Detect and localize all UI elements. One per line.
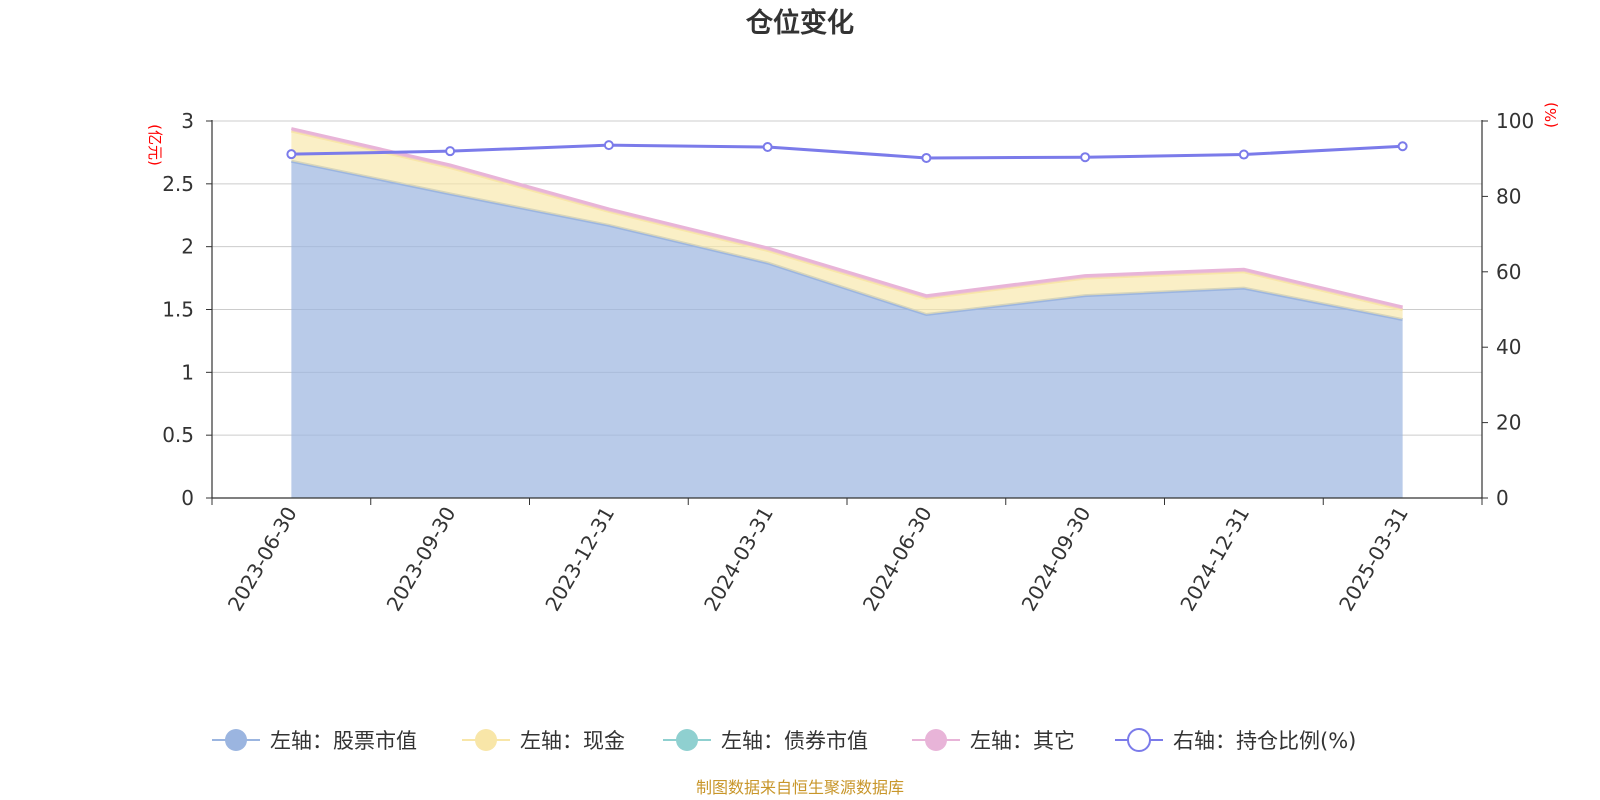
legend-label: 左轴：股票市值: [270, 729, 417, 753]
right-tick-label: 40: [1496, 335, 1521, 359]
ratio-point[interactable]: [921, 152, 932, 163]
area-fill-1: [291, 161, 1403, 499]
legend-label: 右轴：持仓比例(%): [1173, 729, 1356, 753]
legend-item[interactable]: 左轴：其它: [912, 729, 1075, 753]
x-tick-label: 2023-12-31: [540, 503, 619, 616]
legend[interactable]: 左轴：股票市值 左轴：现金 左轴：债券市值 左轴：其它 右轴：持仓比例(%): [212, 728, 1356, 753]
left-tick-label: 1.5: [162, 298, 194, 322]
legend-item[interactable]: 右轴：持仓比例(%): [1115, 728, 1356, 753]
left-tick-label: 2: [181, 235, 194, 259]
legend-marker: [475, 729, 497, 751]
position-ratio-line: [286, 140, 1408, 163]
left-tick-label: 3: [181, 109, 194, 133]
ratio-line-path: [291, 143, 1403, 160]
ratio-point[interactable]: [603, 140, 614, 151]
x-tick-label: 2023-09-30: [382, 503, 461, 616]
ratio-point[interactable]: [1238, 149, 1249, 160]
chart-title: 仓位变化: [745, 7, 854, 39]
area-fill-2: [291, 131, 1403, 320]
stacked-areas: [291, 127, 1403, 499]
ratio-point[interactable]: [445, 146, 456, 157]
area-line-1: [291, 159, 1403, 322]
left-axis-unit: (亿元): [146, 124, 164, 166]
left-tick-label: 1: [181, 360, 194, 384]
legend-item[interactable]: 左轴：债券市值: [663, 729, 868, 753]
right-tick-label: 20: [1496, 411, 1521, 435]
x-tick-label: 2024-03-31: [699, 503, 778, 616]
left-tick-label: 2.5: [162, 172, 194, 196]
x-tick-label: 2025-03-31: [1334, 503, 1413, 616]
right-axis-unit: (%): [1542, 102, 1560, 128]
ratio-point[interactable]: [286, 149, 297, 160]
ratio-point[interactable]: [762, 142, 773, 153]
legend-marker: [676, 729, 698, 751]
legend-marker: [925, 729, 947, 751]
legend-item[interactable]: 左轴：现金: [462, 729, 625, 753]
legend-item[interactable]: 左轴：股票市值: [212, 729, 417, 753]
ratio-point[interactable]: [1080, 152, 1091, 163]
legend-label: 左轴：债券市值: [721, 729, 868, 753]
legend-label: 左轴：其它: [970, 729, 1075, 753]
legend-marker: [1127, 728, 1151, 752]
area-line-2: [291, 129, 1403, 311]
right-tick-label: 100: [1496, 109, 1534, 133]
x-tick-label: 2024-12-31: [1175, 503, 1254, 616]
ratio-point[interactable]: [1397, 141, 1408, 152]
right-tick-label: 0: [1496, 486, 1509, 510]
x-tick-label: 2023-06-30: [223, 503, 302, 616]
legend-marker: [225, 729, 247, 751]
x-tick-label: 2024-09-30: [1017, 503, 1096, 616]
right-tick-label: 80: [1496, 184, 1521, 208]
right-tick-label: 60: [1496, 260, 1521, 284]
x-tick-label: 2024-06-30: [858, 503, 937, 616]
left-tick-label: 0: [181, 486, 194, 510]
area-line-4: [291, 127, 1403, 309]
data-source-note: 制图数据来自恒生聚源数据库: [696, 778, 904, 797]
left-tick-label: 0.5: [162, 423, 194, 447]
legend-label: 左轴：现金: [520, 729, 625, 753]
